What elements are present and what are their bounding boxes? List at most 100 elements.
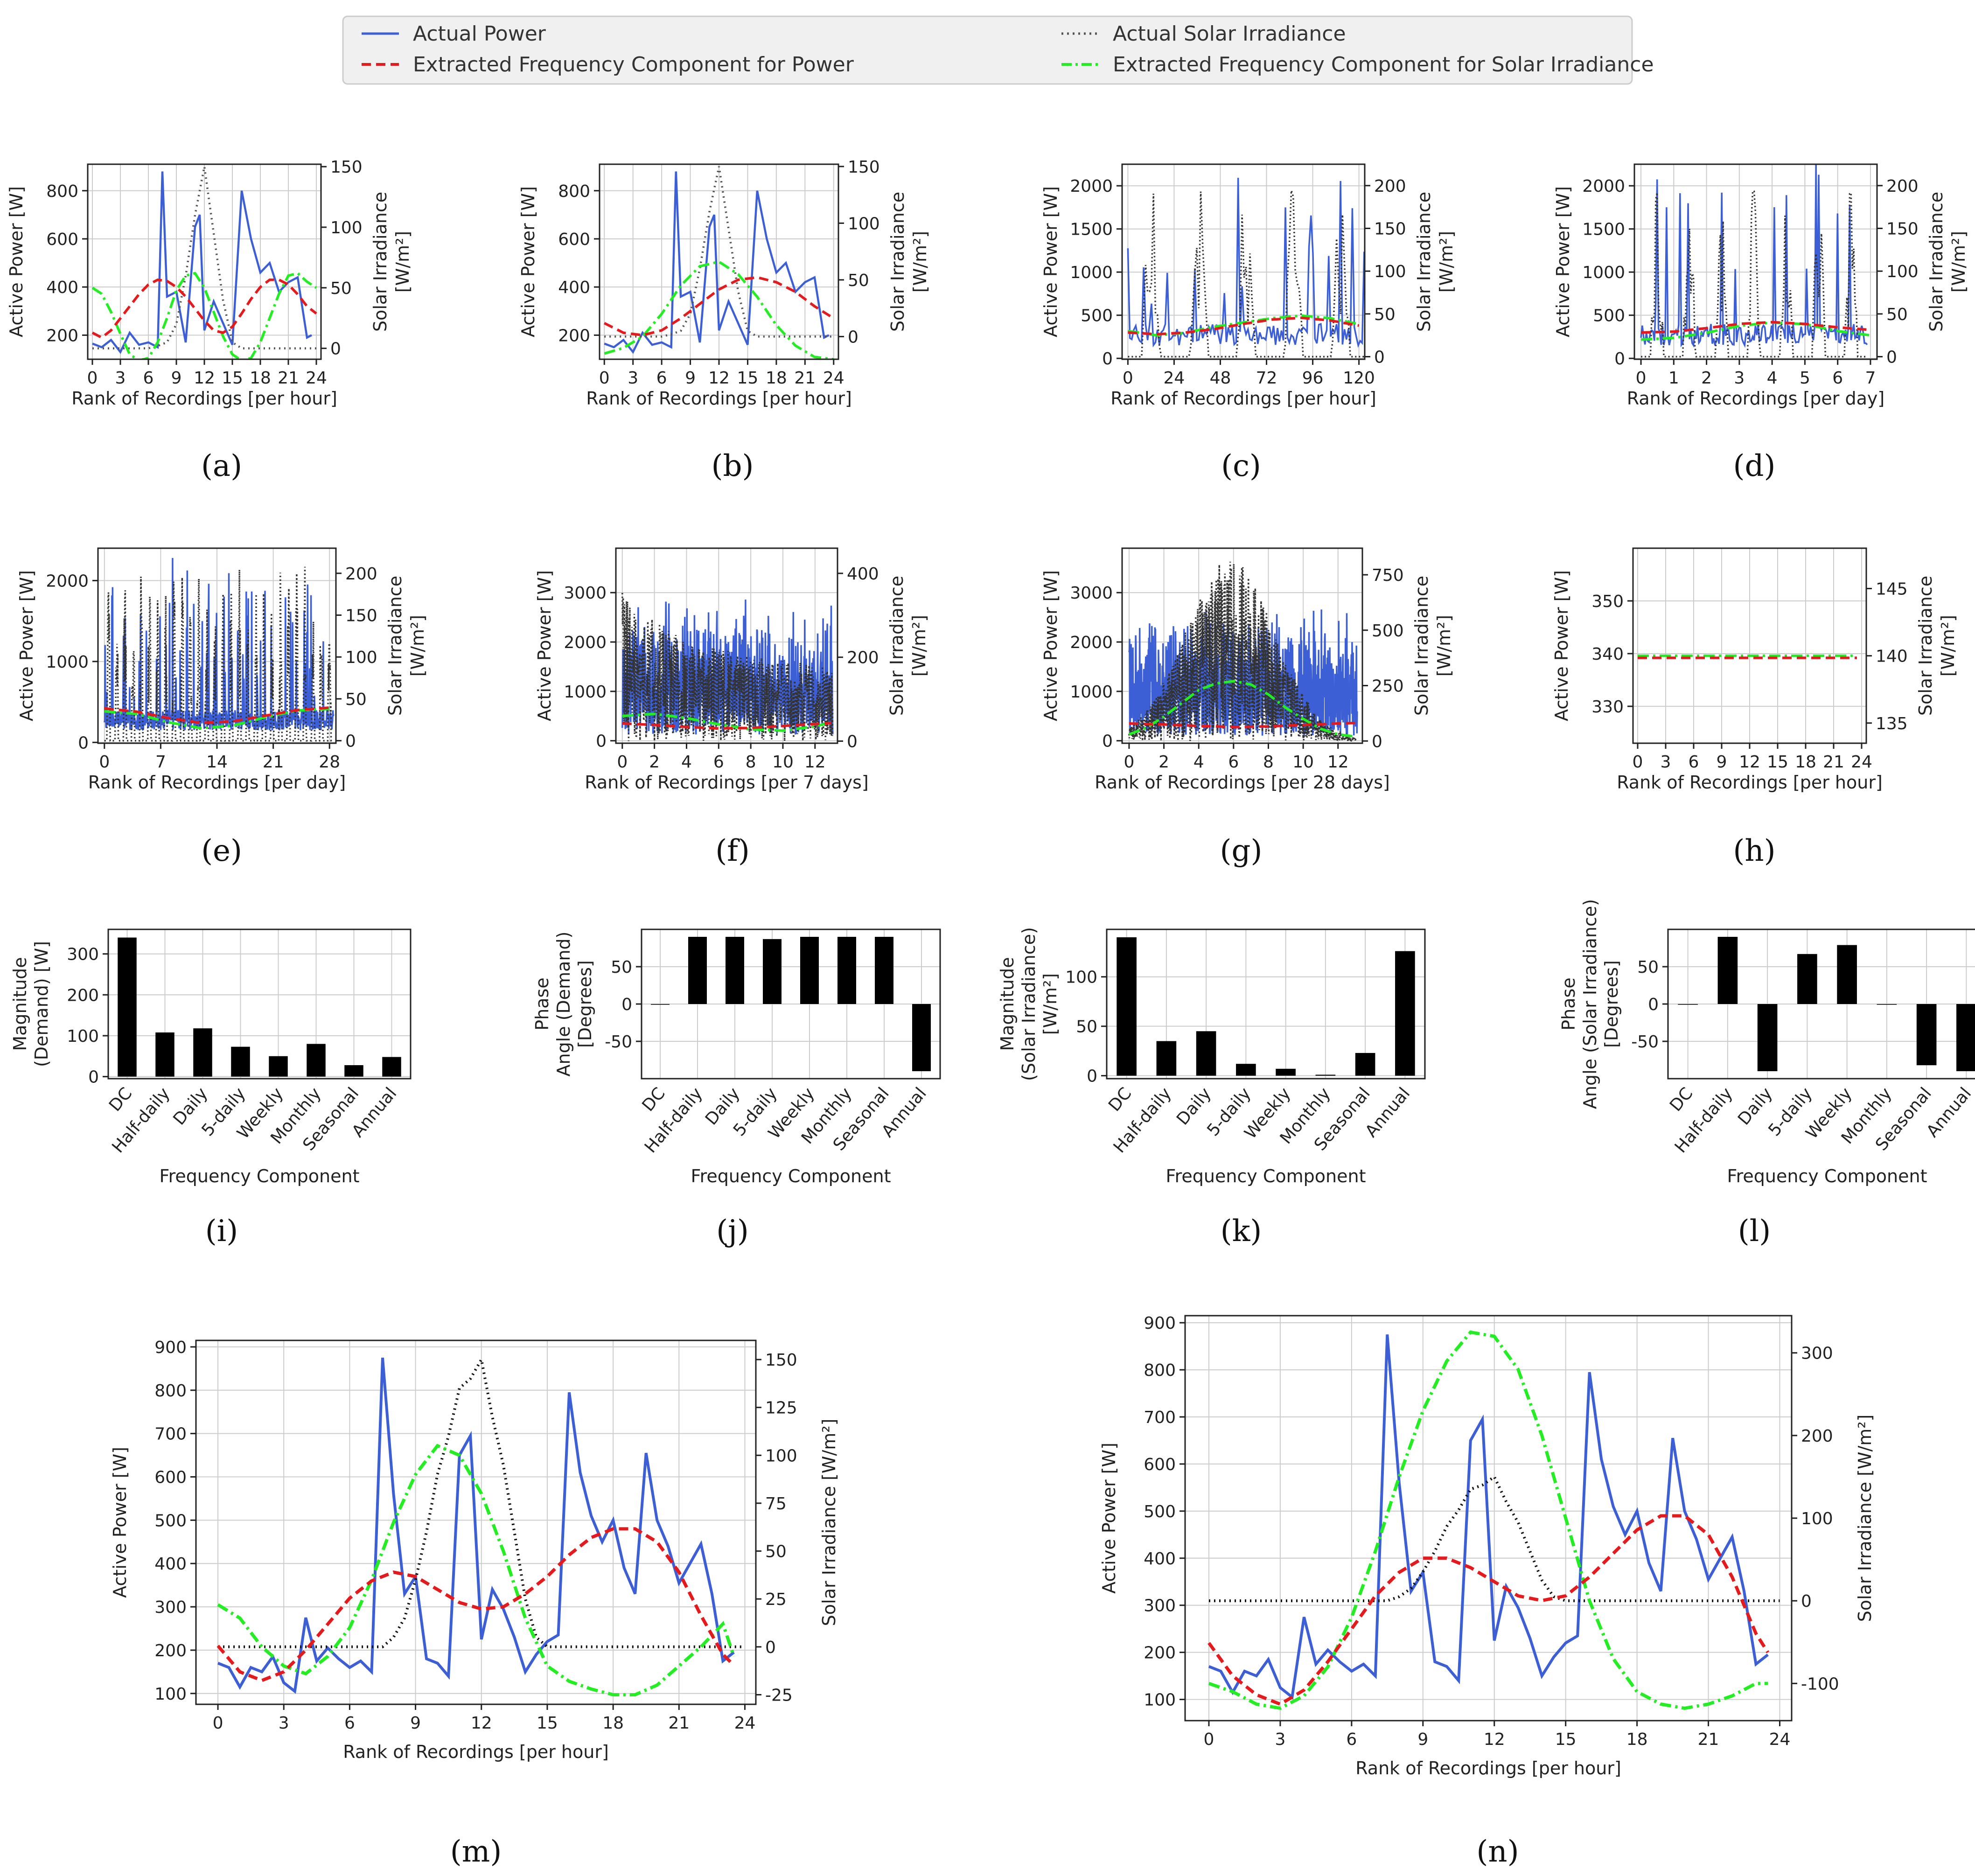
x-tick-label: 0 [1123, 369, 1133, 388]
category-label: DC [1105, 1084, 1135, 1115]
x-axis-label: Frequency Component [159, 1166, 359, 1186]
series-solar [1209, 1474, 1780, 1603]
y-axis-label: (Solar Irradiance) [1019, 927, 1039, 1081]
bar-half-daily [1156, 1041, 1177, 1076]
panel-label-e: (e) [201, 834, 242, 868]
y-tick-label: 400 [46, 278, 78, 297]
y-tick-label: 200 [558, 326, 590, 345]
x-tick-label: 21 [1698, 1730, 1719, 1749]
series-solar [1128, 561, 1358, 743]
y2-tick-label: 145 [1876, 579, 1908, 599]
series-fpower [1129, 721, 1356, 728]
y2-axis-label: Solar Irradiance [W/m²] [819, 1419, 839, 1626]
y-axis-label: Magnitude [10, 957, 30, 1051]
y-tick-label: 1000 [1070, 683, 1113, 702]
y-tick-label: 2000 [46, 572, 89, 591]
bar-monthly [1315, 1074, 1336, 1076]
panel-f: 0 2 4 6 8 10 12 0 1000 2000 3000 0 200 400 Rank of Rec… [534, 547, 929, 793]
y-tick-label: 0 [1087, 1067, 1097, 1086]
x-tick-label: 9 [1717, 753, 1727, 772]
x-tick-label: 3 [115, 369, 126, 388]
y-tick-label: 2000 [1070, 633, 1113, 652]
y-axis-label: Active Power [W] [16, 570, 37, 721]
y2-axis-label: Solar Irradiance [1411, 576, 1432, 716]
y2-axis-label: Solar Irradiance [1915, 576, 1936, 716]
y2-axis-label: [W/m²] [392, 231, 413, 293]
y-axis-label: Active Power [W] [1553, 186, 1573, 337]
y-tick-label: 200 [1144, 1644, 1176, 1663]
x-tick-label: 28 [319, 753, 340, 772]
series-solar [104, 566, 334, 742]
series-fpower [1641, 321, 1871, 334]
x-axis-label: Rank of Recordings [per 28 days] [1095, 772, 1390, 793]
panel-label-d: (d) [1733, 449, 1776, 483]
category-label: DC [639, 1084, 669, 1115]
panel-label-i: (i) [205, 1214, 238, 1248]
x-tick-label: 18 [1795, 753, 1816, 772]
x-axis-label: Rank of Recordings [per hour] [1110, 388, 1376, 409]
x-axis-label: Frequency Component [1727, 1166, 1927, 1186]
x-tick-label: 6 [1346, 1730, 1357, 1749]
y-tick-label: 600 [558, 230, 590, 249]
panel-label-f: (f) [715, 834, 750, 868]
x-tick-label: 10 [772, 753, 794, 772]
y-tick-label: 50 [1637, 958, 1659, 977]
y-tick-label: 500 [1593, 307, 1625, 326]
y-tick-label: -50 [605, 1032, 632, 1052]
y-tick-label: 400 [1144, 1549, 1176, 1569]
y2-tick-label: 50 [1374, 305, 1396, 324]
y2-tick-label: 300 [1801, 1344, 1833, 1363]
y2-axis-label: [W/m²] [1434, 615, 1454, 676]
y-tick-label: 600 [1144, 1455, 1176, 1474]
x-tick-label: 9 [171, 369, 182, 388]
bar-daily [726, 937, 744, 1004]
y-tick-label: 340 [1591, 645, 1624, 664]
x-tick-label: 24 [1769, 1730, 1791, 1749]
bar-weekly [800, 937, 819, 1004]
panel-i: 0100200300DCHalf-dailyDaily5-dailyWeekly… [10, 928, 412, 1186]
y2-axis-label: Solar Irradiance [887, 192, 908, 332]
y2-tick-label: 200 [1801, 1427, 1833, 1446]
x-tick-label: 24 [1164, 369, 1185, 388]
bar-annual [912, 1004, 931, 1071]
plot-area [621, 593, 834, 741]
series-power [1128, 609, 1358, 736]
bar-half-daily [155, 1032, 174, 1077]
x-tick-label: 0 [213, 1714, 223, 1733]
y-tick-label: 100 [1144, 1691, 1176, 1710]
panel-label-m: (m) [450, 1834, 502, 1869]
y-tick-label: 800 [154, 1381, 187, 1401]
y2-tick-label: 50 [345, 690, 367, 709]
panel-l: -50050DCHalf-dailyDaily5-dailyWeeklyMont… [1558, 899, 1975, 1186]
y-tick-label: 1500 [1582, 220, 1625, 239]
y2-axis-label: [W/m²] [909, 615, 929, 676]
panel-label-c: (c) [1221, 449, 1261, 483]
series-fpower [104, 706, 330, 725]
y2-tick-label: 75 [765, 1494, 787, 1513]
y2-axis-label: [W/m²] [1948, 231, 1969, 293]
axes-frame [1106, 928, 1426, 1080]
x-tick-label: 3 [1661, 753, 1671, 772]
bar-seasonal [1916, 1004, 1937, 1066]
x-axis-label: Rank of Recordings [per 7 days] [585, 772, 868, 793]
bar-dc [651, 1004, 670, 1005]
y2-tick-label: 0 [330, 340, 341, 359]
bar-seasonal [344, 1065, 363, 1077]
y2-tick-label: 100 [330, 218, 363, 237]
y2-tick-label: 100 [1374, 262, 1406, 281]
panel-label-l: (l) [1738, 1214, 1771, 1248]
x-tick-label: 0 [599, 369, 610, 388]
legend-label-fpower: Extracted Frequency Component for Power [413, 53, 854, 77]
y-tick-label: 300 [1144, 1597, 1176, 1616]
y2-tick-label: 150 [848, 158, 880, 177]
series-fpower [622, 721, 831, 730]
y2-tick-label: 250 [1372, 677, 1404, 696]
panel-label-j: (j) [716, 1214, 749, 1248]
y-axis-label: Active Power [W] [1099, 1443, 1119, 1594]
bar-daily [1757, 1004, 1778, 1071]
x-tick-label: 0 [1124, 753, 1134, 772]
plot-area [1128, 561, 1358, 743]
y2-tick-label: 200 [345, 565, 377, 584]
x-axis-label: Rank of Recordings [per hour] [1355, 1758, 1621, 1778]
y-tick-label: 300 [154, 1598, 187, 1617]
